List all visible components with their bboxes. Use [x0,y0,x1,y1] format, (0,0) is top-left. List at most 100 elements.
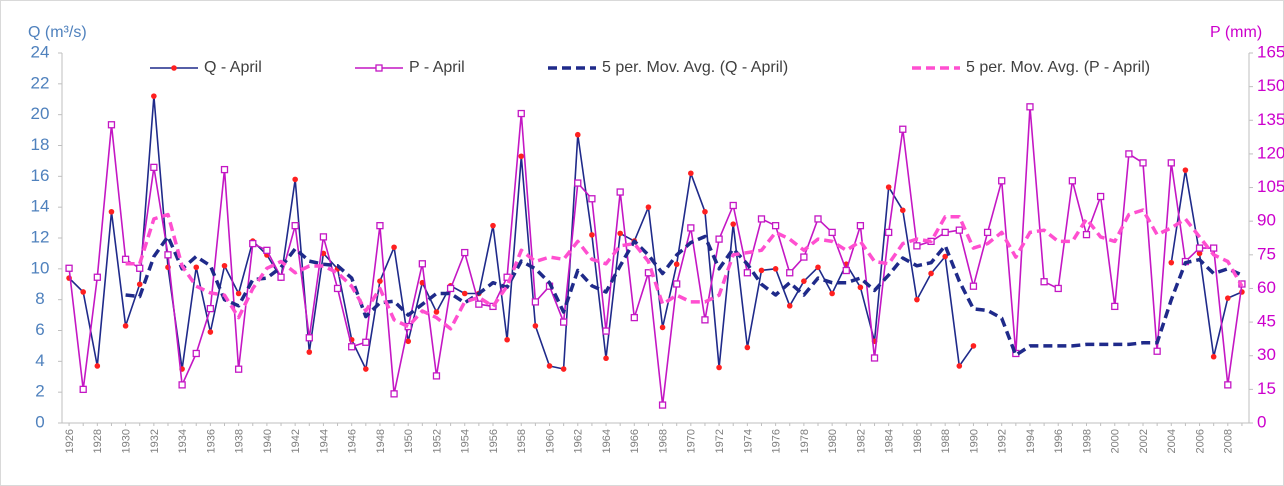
point-marker [815,264,821,271]
point-marker [79,385,87,394]
x-tick-label: 1950 [403,429,415,453]
point-marker [771,222,780,230]
y2-tick-label: 120 [1257,143,1284,162]
point-marker [786,269,794,277]
y2-tick-label: 45 [1257,312,1276,331]
x-tick-label: 2000 [1110,429,1122,453]
point-marker [461,248,469,257]
x-tick-label: 1970 [686,429,698,453]
point-marker [306,349,313,355]
point-marker [658,401,667,409]
y2-tick-label: 90 [1257,211,1276,230]
point-marker [490,222,496,229]
point-marker [405,338,412,345]
x-tick-group: 1926 [64,429,76,453]
x-tick-group: 1978 [799,429,811,453]
point-marker [1068,177,1077,185]
point-marker [122,323,129,329]
point-marker [716,364,722,371]
point-marker [348,343,356,351]
y2-tick-label: 30 [1257,345,1276,364]
point-marker [870,354,879,362]
point-marker [913,242,921,250]
point-marker [1210,244,1218,252]
x-tick-label: 1998 [1081,429,1093,453]
point-marker [151,93,157,99]
point-marker [249,239,257,248]
x-tick-label: 1984 [884,429,896,453]
point-marker [136,281,143,288]
legend-marker [375,64,383,72]
y-tick-label: 8 [35,289,44,308]
x-tick-group: 1928 [92,429,104,453]
point-marker [517,109,525,118]
x-tick-group: 1956 [488,429,500,453]
x-tick-label: 1990 [968,429,980,453]
x-tick-group: 1994 [1025,429,1037,453]
legend-marker [171,65,177,71]
x-tick-label: 1940 [262,429,274,453]
point-marker [418,260,426,268]
point-marker [1026,103,1034,111]
x-tick-group: 1996 [1053,429,1065,453]
x-tick-group: 1948 [375,429,387,453]
x-tick-group: 1938 [234,429,246,453]
point-marker [1054,284,1062,293]
point-marker [616,188,624,196]
x-tick-label: 1926 [64,429,76,453]
y-tick-label: 0 [35,412,44,431]
x-tick-group: 1940 [262,429,274,453]
y2-tick-label: 105 [1257,177,1284,196]
point-marker [588,195,596,203]
point-marker [1167,159,1175,167]
y2-tick-label: 135 [1257,110,1284,129]
point-marker [1153,347,1161,355]
y2-tick-label: 60 [1257,278,1276,297]
point-marker [546,363,553,369]
x-tick-group: 1984 [884,429,896,453]
y-tick-label: 2 [35,382,44,401]
x-tick-group: 1950 [403,429,415,453]
point-marker [885,184,892,190]
legend-label: Q - April [204,59,262,76]
point-marker [617,230,623,237]
x-tick-label: 1956 [488,429,500,453]
point-marker [164,251,172,259]
point-marker [1168,259,1175,266]
point-marker [969,282,978,290]
x-tick-group: 1944 [318,429,330,453]
point-marker [603,355,609,362]
y2-tick-label: 75 [1257,244,1276,263]
point-marker [744,344,751,351]
y-tick-label: 12 [31,227,50,246]
x-tick-group: 1976 [771,429,783,453]
point-marker [702,208,708,215]
x-tick-group: 1980 [827,429,839,453]
point-marker [574,131,581,138]
x-tick-group: 1962 [573,429,585,453]
point-marker [673,280,681,288]
x-tick-label: 1974 [742,429,754,453]
x-tick-group: 1982 [855,429,867,453]
x-tick-group: 1960 [544,429,556,453]
point-marker [107,121,116,129]
y2-tick-label: 165 [1257,42,1284,61]
x-tick-group: 2002 [1138,429,1150,453]
x-tick-group: 1942 [290,429,302,453]
point-marker [178,381,186,389]
point-marker [150,163,158,172]
point-marker [1040,278,1048,286]
point-marker [1096,192,1105,201]
x-tick-group: 1974 [742,429,754,453]
point-marker [432,372,441,380]
x-tick-label: 1930 [120,429,132,453]
point-marker [645,204,652,210]
point-marker [363,366,369,372]
point-marker [800,253,808,261]
point-marker [899,125,907,133]
x-tick-label: 1976 [771,429,783,453]
point-marker [914,296,920,303]
x-tick-label: 1994 [1025,429,1037,453]
point-marker [121,255,130,263]
